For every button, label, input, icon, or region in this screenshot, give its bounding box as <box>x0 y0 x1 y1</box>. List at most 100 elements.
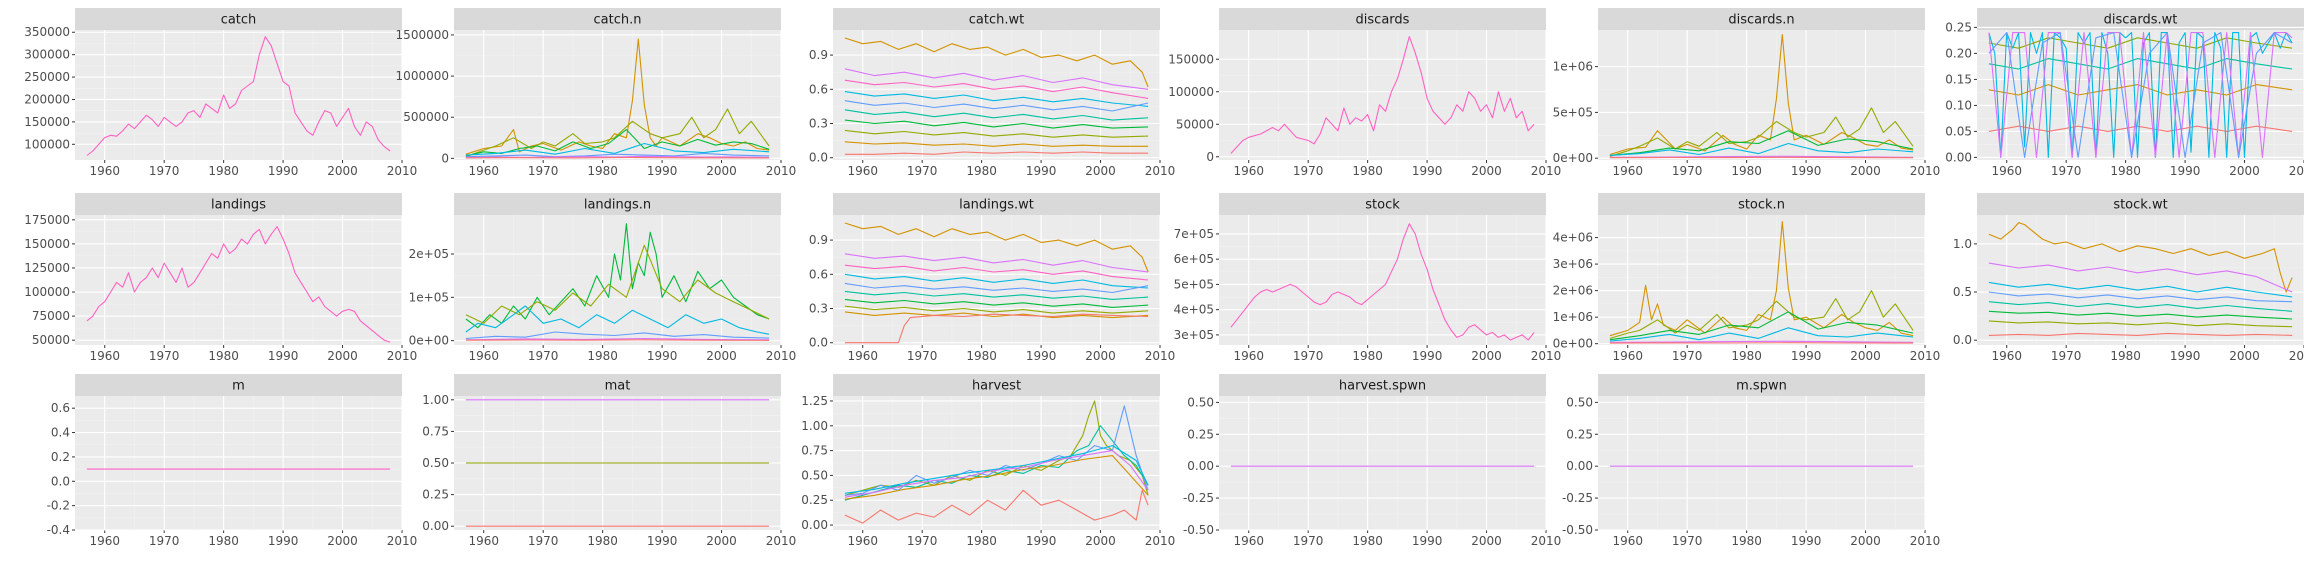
panel-catch-wt: catch.wt 1960 1970 1980 1990 2000 2010 0.0 0.3 0.… <box>809 8 1175 178</box>
facet-strip <box>75 374 402 396</box>
panel-catch-n: catch.n 1960 1970 1980 1990 2000 2010 0 500000 10… <box>396 8 797 178</box>
y-tick-label: 150000 <box>24 115 70 129</box>
x-tick-label: 1960 <box>89 349 120 363</box>
y-tick-label: 75000 <box>32 309 70 323</box>
y-tick-label: 0.00 <box>1945 150 1972 164</box>
panel-discards-n: discards.n 1960 1970 1980 1990 2000 2010 0e+00 5… <box>1553 8 1940 178</box>
series-line-3 <box>844 91 1149 107</box>
series-line-0 <box>844 37 1149 88</box>
x-tick-label: 1990 <box>1026 164 1057 178</box>
panel-background <box>454 30 781 160</box>
x-tick-label: 1990 <box>1026 349 1057 363</box>
x-tick-label: 1990 <box>1026 534 1057 548</box>
x-tick-label: 1980 <box>1352 164 1383 178</box>
x-tick-label: 1980 <box>966 164 997 178</box>
y-tick-label: 1.00 <box>422 393 449 407</box>
x-tick-label: 2000 <box>327 164 358 178</box>
series-line-5 <box>1988 32 2293 158</box>
series-line-4 <box>465 152 770 158</box>
series-line-2 <box>1988 84 2293 96</box>
y-tick-label: 0.3 <box>809 302 828 316</box>
x-tick-label: 2000 <box>1085 164 1116 178</box>
x-tick-label: 1980 <box>1352 349 1383 363</box>
x-tick-label: 1960 <box>468 164 499 178</box>
y-tick-label: 0.25 <box>1945 20 1972 34</box>
facet-title: stock <box>1365 198 1400 213</box>
x-tick-label: 2010 <box>1910 349 1941 363</box>
x-tick-label: 2000 <box>327 349 358 363</box>
panel-landings-wt: landings.wt 1960 1970 1980 1990 2000 2010 0.0 0.… <box>809 193 1175 363</box>
x-tick-label: 1960 <box>1991 164 2022 178</box>
x-tick-label: 2010 <box>766 164 797 178</box>
y-tick-label: 100000 <box>1168 85 1214 99</box>
series-line-9 <box>844 151 1149 155</box>
series-group <box>1609 221 1914 344</box>
series-line-0 <box>1230 223 1535 341</box>
series-line-5 <box>844 455 1149 500</box>
x-tick-label: 1960 <box>1233 534 1264 548</box>
series-line-1 <box>1988 58 2293 70</box>
y-tick-label: 0.2 <box>51 450 70 464</box>
y-tick-label: 125000 <box>24 261 70 275</box>
y-tick-label: 4e+05 <box>1174 303 1214 317</box>
y-tick-label: 0.0 <box>809 336 828 350</box>
y-tick-label: 100000 <box>24 285 70 299</box>
x-tick-label: 1970 <box>907 164 938 178</box>
x-tick-label: 1960 <box>847 534 878 548</box>
y-tick-label: 0.25 <box>1566 427 1593 441</box>
y-tick-label: 7e+05 <box>1174 227 1214 241</box>
x-tick-label: 1980 <box>587 349 618 363</box>
panel-background <box>1219 396 1546 530</box>
x-tick-label: 2010 <box>2289 164 2304 178</box>
panel-landings-n: landings.n 1960 1970 1980 1990 2000 2010 0e+00 1… <box>409 193 796 363</box>
panel-background <box>1598 30 1925 160</box>
y-tick-label: 0.05 <box>1945 124 1972 138</box>
facet-title: landings.n <box>584 198 651 213</box>
series-line-4 <box>844 282 1149 294</box>
y-tick-label: 200000 <box>24 92 70 106</box>
y-tick-label: 150000 <box>24 237 70 251</box>
panel-background <box>454 215 781 345</box>
x-tick-label: 1980 <box>1352 534 1383 548</box>
y-tick-label: -0.4 <box>47 523 70 537</box>
facet-strip <box>1219 374 1546 396</box>
series-group <box>465 38 770 159</box>
panel-stock: stock 1960 1970 1980 1990 2000 2010 3e+05 4e+05 5… <box>1174 193 1561 363</box>
series-line-2 <box>844 264 1149 281</box>
x-tick-label: 1980 <box>966 534 997 548</box>
x-tick-label: 1980 <box>587 164 618 178</box>
x-tick-label: 1990 <box>1412 349 1443 363</box>
x-tick-label: 1980 <box>1731 349 1762 363</box>
y-tick-label: 0.9 <box>809 48 828 62</box>
series-line-0 <box>844 222 1149 273</box>
y-tick-label: 0.3 <box>809 117 828 131</box>
x-tick-label: 1970 <box>149 164 180 178</box>
panel-m: m 1960 1970 1980 1990 2000 2010 -0.4 -0.2 0.0 0.2 0… <box>47 374 417 548</box>
panel-stock-wt: stock.wt 1960 1970 1980 1990 2000 2010 0.0 0.5 1.… <box>1953 193 2304 363</box>
series-line-0 <box>1230 35 1535 154</box>
x-tick-label: 2000 <box>2229 164 2260 178</box>
facet-title: m <box>232 379 245 394</box>
facet-strip <box>1977 8 2304 30</box>
series-line-2 <box>465 129 770 157</box>
series-line-2 <box>1609 130 1914 156</box>
x-tick-label: 2000 <box>1850 164 1881 178</box>
y-tick-label: 0.0 <box>51 474 70 488</box>
series-line-3 <box>465 331 770 340</box>
x-tick-label: 1970 <box>528 349 559 363</box>
series-line-4 <box>1988 301 2293 312</box>
x-tick-label: 1970 <box>2051 349 2082 363</box>
x-tick-label: 1990 <box>2170 349 2201 363</box>
facet-strip <box>1598 374 1925 396</box>
series-line-8 <box>844 311 1149 319</box>
x-tick-label: 2010 <box>1910 534 1941 548</box>
y-tick-label: 0 <box>441 151 449 165</box>
series-line-3 <box>1609 142 1914 156</box>
y-tick-label: 5e+05 <box>1553 105 1593 119</box>
series-group <box>86 36 391 156</box>
x-tick-label: 1970 <box>1672 164 1703 178</box>
facet-strip <box>1219 8 1546 30</box>
series-line-2 <box>1609 311 1914 341</box>
x-tick-label: 1960 <box>1612 164 1643 178</box>
series-group <box>844 222 1149 344</box>
